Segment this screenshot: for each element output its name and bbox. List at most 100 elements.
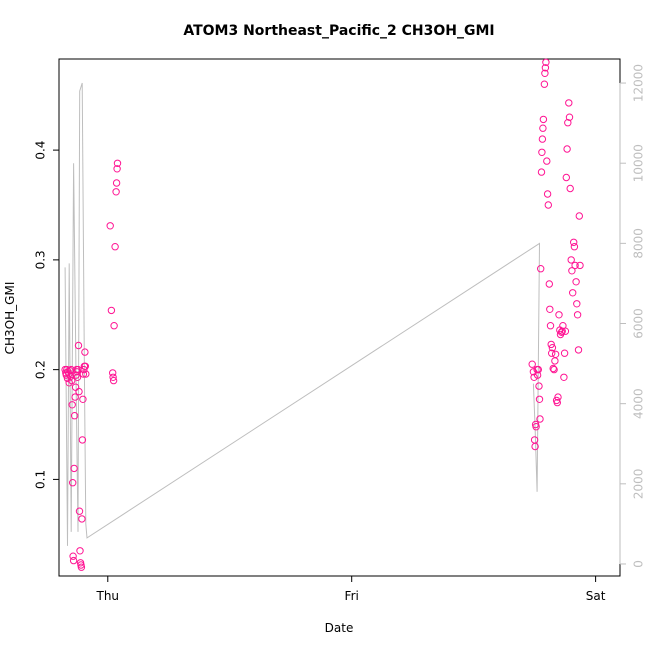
bottom-axis-tick-label: Fri	[345, 589, 359, 603]
data-point	[572, 278, 580, 286]
data-point	[547, 340, 555, 349]
data-point	[73, 373, 82, 381]
data-point	[543, 190, 552, 198]
series-line	[64, 82, 541, 546]
data-point	[109, 369, 117, 377]
data-point	[555, 311, 563, 319]
data-point	[109, 373, 117, 381]
right-axis-tick-label: 12000	[632, 64, 646, 102]
data-point	[70, 412, 79, 420]
data-point	[79, 370, 88, 378]
data-point	[528, 360, 536, 368]
data-point	[531, 442, 539, 451]
data-point	[70, 464, 78, 473]
data-point	[69, 552, 77, 560]
data-point	[568, 267, 576, 275]
bottom-axis: Thu Fri Sat	[96, 575, 606, 603]
data-point	[537, 265, 545, 273]
bottom-axis-tick-label: Thu	[96, 589, 120, 603]
data-point	[570, 238, 578, 247]
data-point	[68, 401, 76, 409]
data-point	[573, 300, 581, 308]
data-point	[565, 99, 573, 107]
data-point	[109, 376, 118, 385]
right-axis-tick-label: 8000	[632, 228, 646, 259]
data-point	[544, 201, 552, 209]
data-point	[535, 382, 543, 390]
right-axis-tick-label: 0	[632, 560, 646, 568]
data-point	[71, 393, 79, 401]
data-point	[112, 188, 120, 196]
data-point	[576, 261, 584, 270]
data-point	[545, 280, 553, 288]
data-point	[539, 124, 547, 132]
data-point	[538, 148, 546, 157]
data-point	[75, 387, 83, 396]
left-axis: 0.1 0.2 0.3 0.4	[34, 141, 60, 489]
data-point	[560, 373, 568, 381]
data-point	[565, 113, 574, 121]
left-axis-tick-label: 0.1	[34, 470, 48, 489]
data-point	[111, 243, 119, 251]
data-point	[75, 507, 84, 515]
left-axis-tick-label: 0.2	[34, 360, 48, 379]
data-point	[69, 479, 77, 487]
data-point	[532, 423, 540, 431]
data-point	[113, 159, 122, 168]
data-point	[68, 376, 76, 385]
data-point	[561, 327, 570, 335]
data-point	[542, 58, 550, 66]
chart-title: ATOM3 Northeast_Pacific_2 CH3OH_GMI	[183, 23, 494, 39]
data-point	[69, 556, 78, 565]
data-point	[113, 165, 121, 173]
x-axis-label: Date	[325, 621, 354, 635]
data-point	[538, 135, 547, 143]
data-point	[567, 256, 575, 264]
data-point	[533, 371, 542, 379]
data-point	[74, 341, 83, 350]
data-point	[558, 327, 566, 335]
data-point	[536, 415, 544, 423]
right-axis-tick-label: 10000	[632, 144, 646, 182]
data-point	[80, 365, 88, 374]
data-point	[81, 348, 89, 356]
data-point	[540, 80, 549, 88]
left-axis-tick-label: 0.3	[34, 250, 48, 269]
data-point	[563, 145, 571, 153]
data-point	[65, 370, 73, 378]
data-point	[78, 515, 86, 523]
data-point	[539, 115, 548, 124]
right-axis-tick-label: 6000	[632, 308, 646, 339]
data-point	[81, 362, 90, 370]
data-point	[575, 212, 583, 220]
data-point	[554, 393, 562, 401]
data-point	[574, 346, 583, 354]
data-point	[78, 436, 87, 444]
data-point	[548, 349, 556, 357]
data-point	[571, 261, 579, 270]
right-axis-tick-label: 2000	[632, 469, 646, 500]
data-point	[541, 64, 550, 72]
data-point	[569, 289, 577, 297]
data-point	[112, 179, 121, 187]
data-point	[74, 365, 82, 374]
data-point	[79, 395, 87, 403]
data-point	[560, 349, 569, 357]
data-point	[546, 305, 554, 313]
data-point	[107, 306, 116, 315]
data-point	[546, 322, 555, 330]
data-point	[82, 370, 90, 378]
data-point	[71, 383, 80, 391]
bottom-axis-tick-label: Sat	[586, 589, 606, 603]
data-point	[534, 365, 542, 374]
data-point	[566, 184, 574, 193]
data-point	[573, 311, 582, 319]
data-point	[110, 322, 118, 330]
data-point	[562, 173, 570, 182]
data-point	[550, 365, 558, 374]
data-point	[537, 168, 546, 176]
data-point	[549, 364, 557, 373]
y-axis-label: CH3OH_GMI	[3, 282, 17, 355]
data-point	[551, 350, 560, 358]
